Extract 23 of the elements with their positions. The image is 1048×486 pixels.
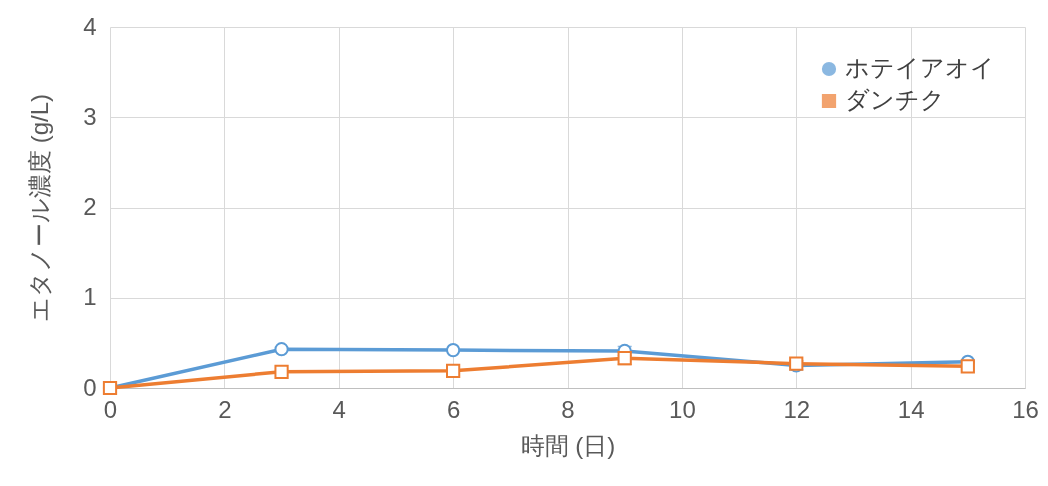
x-tick-label: 6 xyxy=(446,395,461,423)
y-tick-label: 4 xyxy=(83,12,97,40)
x-tick-label: 4 xyxy=(332,395,346,423)
legend-label: ホテイアオイ xyxy=(845,54,995,81)
x-tick-label: 16 xyxy=(1012,395,1039,423)
x-tick-label: 10 xyxy=(669,395,696,423)
legend-label: ダンチク xyxy=(845,86,945,113)
y-tick-label: 0 xyxy=(83,373,97,401)
y-axis-title: エタノール濃度 (g/L) xyxy=(26,93,54,323)
y-tick-label: 2 xyxy=(83,193,97,220)
x-tick-label: 8 xyxy=(561,395,575,423)
y-tick-label: 1 xyxy=(83,283,97,311)
x-tick-label: 0 xyxy=(103,395,118,423)
point xyxy=(446,363,461,378)
point xyxy=(274,364,289,379)
y-tick-label: 3 xyxy=(83,102,97,130)
x-tick-label: 12 xyxy=(783,395,811,423)
point xyxy=(274,342,289,357)
x-axis-title: 時間 (日) xyxy=(520,431,616,459)
point xyxy=(446,342,461,358)
x-tick-label: 14 xyxy=(897,395,925,423)
x-tick-label: 2 xyxy=(218,395,232,423)
point xyxy=(960,359,975,374)
